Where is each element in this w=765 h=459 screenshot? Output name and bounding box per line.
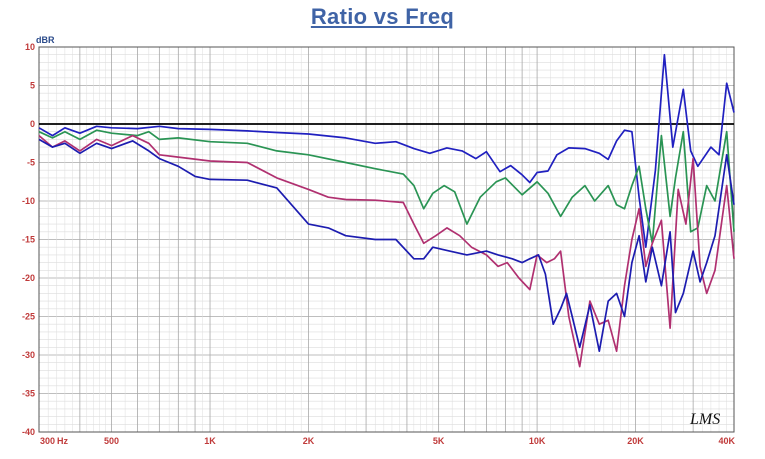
y-tick-label: -20	[22, 273, 35, 283]
x-tick-label: 1K	[204, 436, 216, 446]
series-line-1	[38, 53, 735, 249]
plot-frame	[38, 46, 735, 433]
y-tick-label: -10	[22, 196, 35, 206]
y-tick-label: -40	[22, 427, 35, 437]
y-tick-label: -30	[22, 350, 35, 360]
y-tick-label: -15	[22, 235, 35, 245]
x-tick-label: 500	[104, 436, 119, 446]
y-tick-label: -5	[27, 158, 35, 168]
series-line-4	[38, 138, 735, 353]
x-tick-label: 10K	[529, 436, 546, 446]
y-axis-unit-label: dBR	[36, 35, 55, 45]
chart-series	[38, 53, 735, 368]
series-line-3	[38, 134, 735, 368]
y-tick-label: -35	[22, 389, 35, 399]
x-tick-label: 5K	[433, 436, 445, 446]
y-tick-label: 0	[30, 119, 35, 129]
lms-watermark: LMS	[689, 411, 720, 428]
y-tick-label: 5	[30, 81, 35, 91]
y-tick-labels: 10 5 0 -5 -10 -15 -20 -25 -30 -35 -40	[22, 42, 35, 437]
x-tick-labels: 300 500 1K 2K 5K 10K 20K 40K Hz	[40, 436, 735, 446]
x-unit-label: Hz	[57, 436, 68, 446]
series-line-2	[38, 129, 735, 245]
x-tick-label: 300	[40, 436, 55, 446]
x-tick-label: 20K	[627, 436, 644, 446]
chart-title: Ratio vs Freq	[310, 4, 455, 29]
y-tick-label: 10	[25, 42, 35, 52]
x-tick-label: 2K	[303, 436, 315, 446]
x-tick-label: 40K	[718, 436, 735, 446]
y-tick-label: -25	[22, 312, 35, 322]
